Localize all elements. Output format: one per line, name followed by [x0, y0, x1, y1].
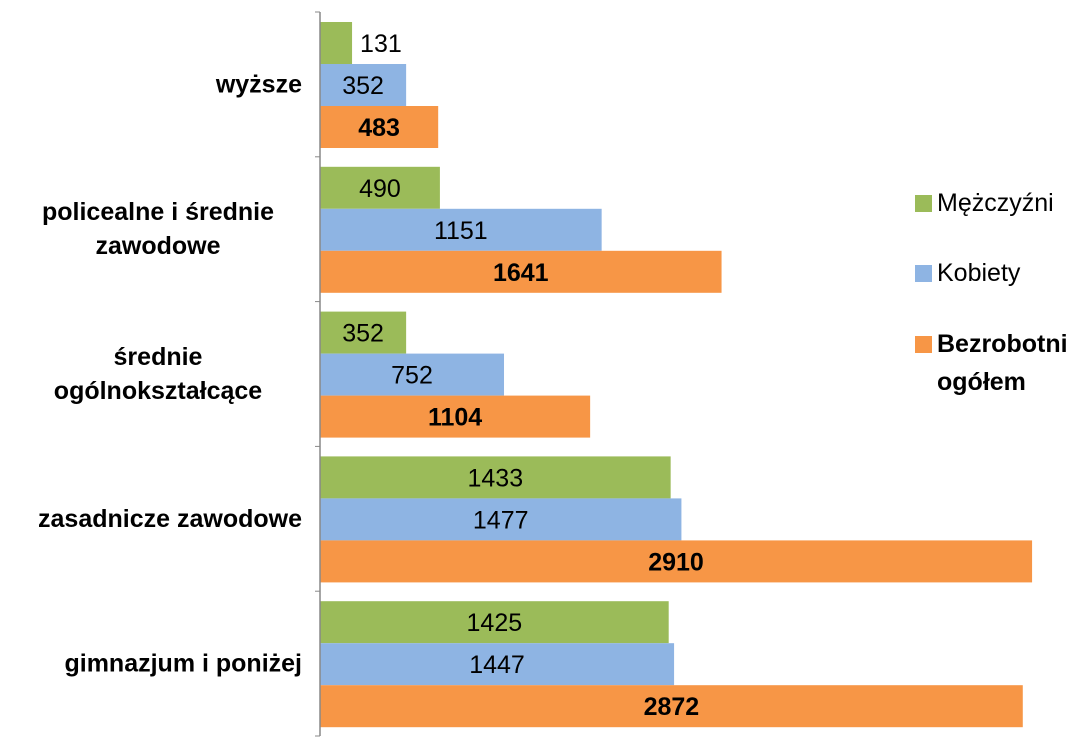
data-label: 352	[342, 320, 384, 348]
bar-total	[320, 685, 1023, 728]
legend-swatch	[915, 195, 932, 212]
bar-total	[320, 395, 591, 438]
data-label: 490	[359, 175, 401, 203]
bar-women	[320, 64, 407, 106]
legend-label: Mężczyźni	[937, 189, 1054, 217]
legend-swatch	[915, 265, 932, 282]
bar-total	[320, 250, 722, 293]
data-label: 1477	[473, 506, 529, 534]
bar-women	[320, 353, 505, 396]
legend-swatch	[915, 336, 932, 353]
data-label: 131	[360, 30, 402, 58]
bar-total	[320, 106, 439, 148]
data-label: 1447	[469, 651, 525, 679]
data-label: 352	[342, 72, 384, 100]
data-label: 1433	[468, 464, 524, 492]
data-label: 1425	[467, 609, 523, 637]
bar-women	[320, 643, 675, 686]
bar-men	[320, 456, 671, 499]
category-label: policealne i średnie zawodowe	[42, 198, 274, 260]
category-label: średnie ogólnokształcące	[54, 343, 262, 405]
bar-men	[320, 166, 440, 209]
category-label: gimnazjum i poniżej	[64, 650, 302, 678]
bar-women	[320, 208, 602, 251]
bar-men	[320, 601, 669, 644]
legend-label: Bezrobotni ogółem	[937, 330, 1068, 396]
legend-label: Kobiety	[937, 259, 1021, 287]
category-label: wyższe	[215, 70, 302, 98]
data-label: 1104	[428, 404, 482, 432]
bar-women	[320, 498, 682, 541]
bar-men	[320, 311, 407, 354]
bar-total	[320, 540, 1033, 583]
data-label: 483	[358, 114, 400, 142]
data-label: 2910	[648, 548, 704, 576]
bar-men	[320, 22, 353, 64]
data-label: 752	[391, 362, 433, 390]
data-label: 1641	[493, 259, 549, 287]
category-label: zasadnicze zawodowe	[38, 505, 302, 533]
data-label: 1151	[434, 217, 488, 245]
data-label: 2872	[644, 693, 700, 721]
